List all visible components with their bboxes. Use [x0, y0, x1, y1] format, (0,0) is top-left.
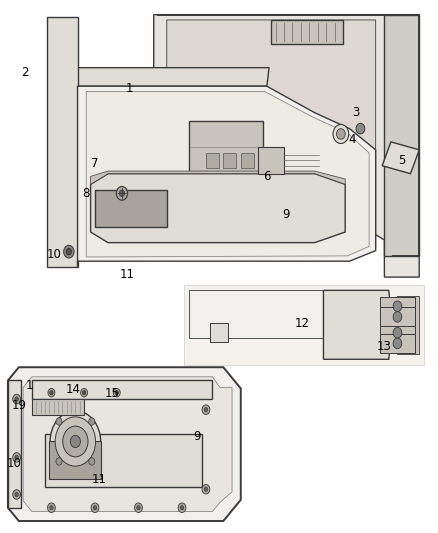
Polygon shape — [210, 323, 228, 342]
Polygon shape — [385, 14, 419, 256]
Circle shape — [63, 426, 88, 457]
Polygon shape — [78, 68, 269, 86]
Polygon shape — [206, 152, 219, 168]
Polygon shape — [47, 17, 78, 266]
Text: 12: 12 — [294, 317, 309, 330]
Polygon shape — [167, 20, 376, 248]
Circle shape — [49, 391, 53, 395]
Polygon shape — [78, 86, 376, 266]
Text: 6: 6 — [263, 170, 271, 183]
Text: 11: 11 — [92, 473, 107, 486]
Polygon shape — [23, 377, 232, 512]
Circle shape — [47, 503, 55, 513]
Polygon shape — [86, 92, 369, 257]
Polygon shape — [241, 152, 254, 168]
Circle shape — [393, 301, 402, 312]
Circle shape — [64, 245, 74, 258]
Polygon shape — [91, 171, 345, 184]
Circle shape — [15, 455, 18, 459]
Text: 13: 13 — [377, 340, 392, 352]
Polygon shape — [154, 14, 419, 277]
Circle shape — [134, 503, 142, 513]
Circle shape — [202, 484, 210, 494]
Polygon shape — [397, 296, 419, 354]
Circle shape — [50, 411, 101, 472]
Polygon shape — [32, 399, 84, 415]
Text: 11: 11 — [120, 269, 135, 281]
Circle shape — [49, 506, 53, 510]
Circle shape — [336, 128, 345, 139]
Circle shape — [81, 389, 88, 397]
Circle shape — [204, 487, 208, 491]
Text: 15: 15 — [105, 387, 120, 400]
Polygon shape — [49, 441, 102, 479]
Polygon shape — [188, 290, 336, 338]
Circle shape — [393, 312, 402, 322]
Polygon shape — [8, 367, 241, 521]
Circle shape — [56, 458, 62, 465]
Circle shape — [115, 391, 118, 395]
Circle shape — [15, 492, 18, 497]
Polygon shape — [45, 433, 201, 487]
Text: 3: 3 — [353, 106, 360, 119]
Circle shape — [333, 124, 349, 143]
Polygon shape — [184, 285, 424, 365]
Circle shape — [202, 405, 210, 415]
Polygon shape — [382, 142, 419, 174]
Circle shape — [13, 394, 21, 404]
Text: 7: 7 — [91, 157, 99, 169]
Circle shape — [204, 408, 208, 412]
Circle shape — [93, 506, 97, 510]
Circle shape — [393, 338, 402, 349]
Text: 5: 5 — [398, 154, 406, 167]
Circle shape — [137, 506, 140, 510]
Polygon shape — [323, 290, 393, 359]
Circle shape — [89, 418, 95, 425]
Polygon shape — [188, 120, 262, 174]
Circle shape — [113, 389, 120, 397]
Circle shape — [119, 190, 124, 197]
Circle shape — [356, 123, 365, 134]
Text: 10: 10 — [7, 457, 22, 470]
Polygon shape — [91, 174, 345, 243]
Text: 1: 1 — [126, 83, 134, 95]
Text: 1: 1 — [26, 379, 33, 392]
Circle shape — [91, 503, 99, 513]
Circle shape — [13, 490, 21, 499]
Text: 9: 9 — [283, 208, 290, 221]
Polygon shape — [380, 323, 415, 342]
Polygon shape — [78, 86, 267, 91]
Circle shape — [13, 453, 21, 462]
Text: 10: 10 — [46, 248, 61, 261]
Text: 14: 14 — [66, 383, 81, 396]
Text: 8: 8 — [83, 187, 90, 200]
Polygon shape — [271, 20, 343, 44]
Polygon shape — [380, 308, 415, 326]
Polygon shape — [258, 147, 284, 174]
Polygon shape — [380, 334, 415, 353]
Polygon shape — [8, 381, 21, 508]
Circle shape — [180, 506, 184, 510]
Text: 19: 19 — [11, 399, 26, 412]
Circle shape — [55, 417, 95, 466]
Circle shape — [66, 248, 71, 255]
Text: 9: 9 — [194, 430, 201, 443]
Text: 4: 4 — [348, 133, 356, 146]
Polygon shape — [95, 190, 167, 227]
Circle shape — [116, 187, 127, 200]
Circle shape — [89, 458, 95, 465]
Polygon shape — [32, 381, 212, 399]
Circle shape — [393, 327, 402, 338]
Circle shape — [15, 397, 18, 401]
Circle shape — [56, 418, 62, 425]
Polygon shape — [223, 152, 237, 168]
Polygon shape — [380, 297, 415, 316]
Circle shape — [178, 503, 186, 513]
Circle shape — [48, 389, 55, 397]
Text: 2: 2 — [21, 67, 29, 79]
Circle shape — [82, 391, 86, 395]
Circle shape — [71, 435, 81, 448]
